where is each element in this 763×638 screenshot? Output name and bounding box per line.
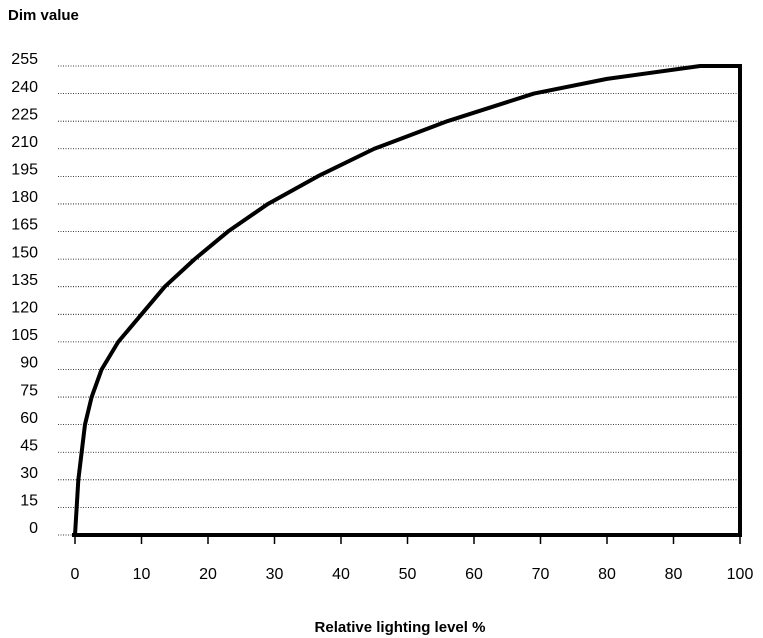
x-tick-label: 70 — [532, 566, 550, 583]
y-tick-label: 240 — [11, 79, 38, 96]
x-tick-label: 80 — [598, 566, 616, 583]
y-tick-label: 75 — [20, 382, 38, 399]
x-tick-label: 50 — [399, 566, 417, 583]
y-tick-label: 225 — [11, 106, 38, 123]
y-tick-label: 150 — [11, 244, 38, 261]
y-tick-label: 120 — [11, 300, 38, 317]
x-tick-label: 40 — [332, 566, 350, 583]
x-tick-label: 20 — [199, 566, 217, 583]
chart-title: Dim value — [8, 7, 79, 24]
x-tick-label: 80 — [665, 566, 683, 583]
x-axis-label: Relative lighting level % — [315, 619, 486, 636]
y-tick-label: 210 — [11, 134, 38, 151]
y-tick-label: 105 — [11, 327, 38, 344]
y-tick-label: 60 — [20, 410, 38, 427]
y-tick-label: 195 — [11, 162, 38, 179]
x-tick-label: 60 — [465, 566, 483, 583]
y-tick-label: 135 — [11, 272, 38, 289]
x-tick-label: 100 — [727, 566, 754, 583]
y-tick-label: 255 — [11, 51, 38, 68]
curve — [73, 64, 740, 536]
y-tick-label: 165 — [11, 217, 38, 234]
y-tick-label: 180 — [11, 189, 38, 206]
x-tick-label: 0 — [71, 566, 80, 583]
y-tick-label: 15 — [20, 493, 38, 510]
x-tick-label: 30 — [266, 566, 284, 583]
y-tick-label: 30 — [20, 465, 38, 482]
y-tick-label: 90 — [20, 355, 38, 372]
y-tick-label: 0 — [29, 520, 38, 537]
y-tick-label: 45 — [20, 437, 38, 454]
x-tick-label: 10 — [133, 566, 151, 583]
